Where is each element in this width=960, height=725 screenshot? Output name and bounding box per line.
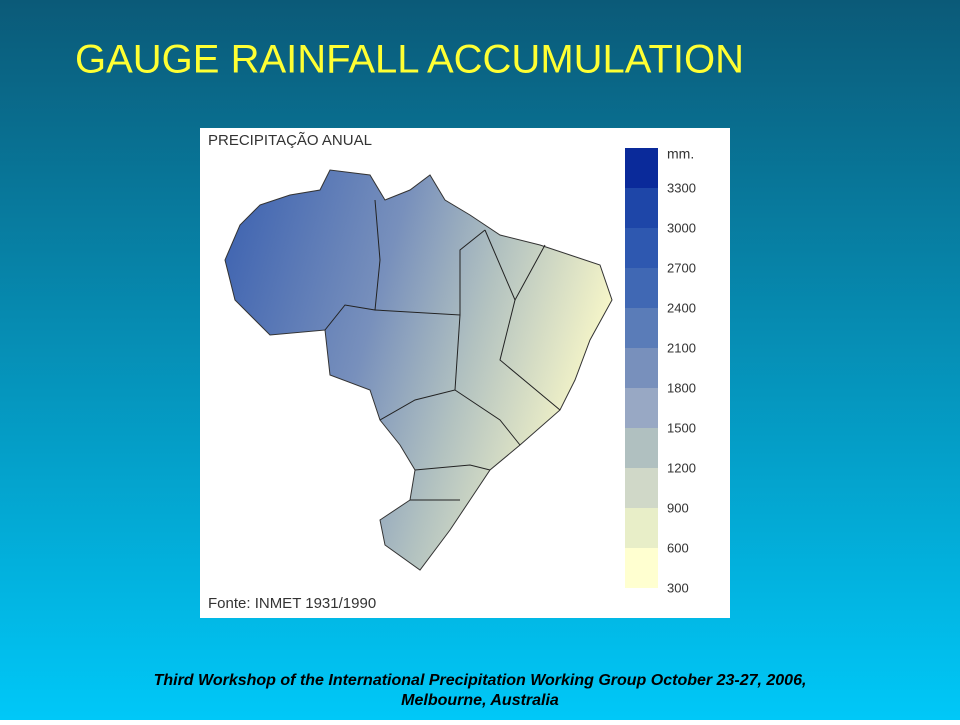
legend: mm. 3300 3000 2700 2400 2100 1800 1500 1200 900 6…: [625, 146, 696, 595]
footer-line: Melbourne, Australia: [401, 692, 559, 709]
legend-label: 3300: [667, 180, 696, 195]
legend-swatch: [625, 508, 658, 548]
legend-label: 600: [667, 540, 689, 555]
legend-swatch: [625, 428, 658, 468]
legend-label: 2700: [667, 260, 696, 275]
legend-swatch: [625, 308, 658, 348]
legend-unit: mm.: [667, 146, 694, 162]
legend-swatch: [625, 148, 658, 188]
legend-swatch: [625, 188, 658, 228]
legend-label: 3000: [667, 220, 696, 235]
legend-label: 1800: [667, 380, 696, 395]
legend-swatch: [625, 268, 658, 308]
legend-swatch: [625, 388, 658, 428]
legend-swatch: [625, 348, 658, 388]
slide-title: GAUGE RAINFALL ACCUMULATION: [75, 38, 744, 82]
map-title: PRECIPITAÇÃO ANUAL: [208, 132, 372, 149]
map-source: Fonte: INMET 1931/1990: [208, 595, 376, 612]
legend-label: 300: [667, 580, 689, 595]
state-borders: [324, 199, 561, 501]
legend-label: 2400: [667, 300, 696, 315]
legend-label: 900: [667, 500, 689, 515]
legend-label: 2100: [667, 340, 696, 355]
legend-label: 1500: [667, 420, 696, 435]
legend-swatch: [625, 548, 658, 588]
legend-swatch: [625, 468, 658, 508]
legend-label: 1200: [667, 460, 696, 475]
legend-swatch: [625, 228, 658, 268]
footer-line: Third Workshop of the International Prec…: [154, 672, 807, 689]
